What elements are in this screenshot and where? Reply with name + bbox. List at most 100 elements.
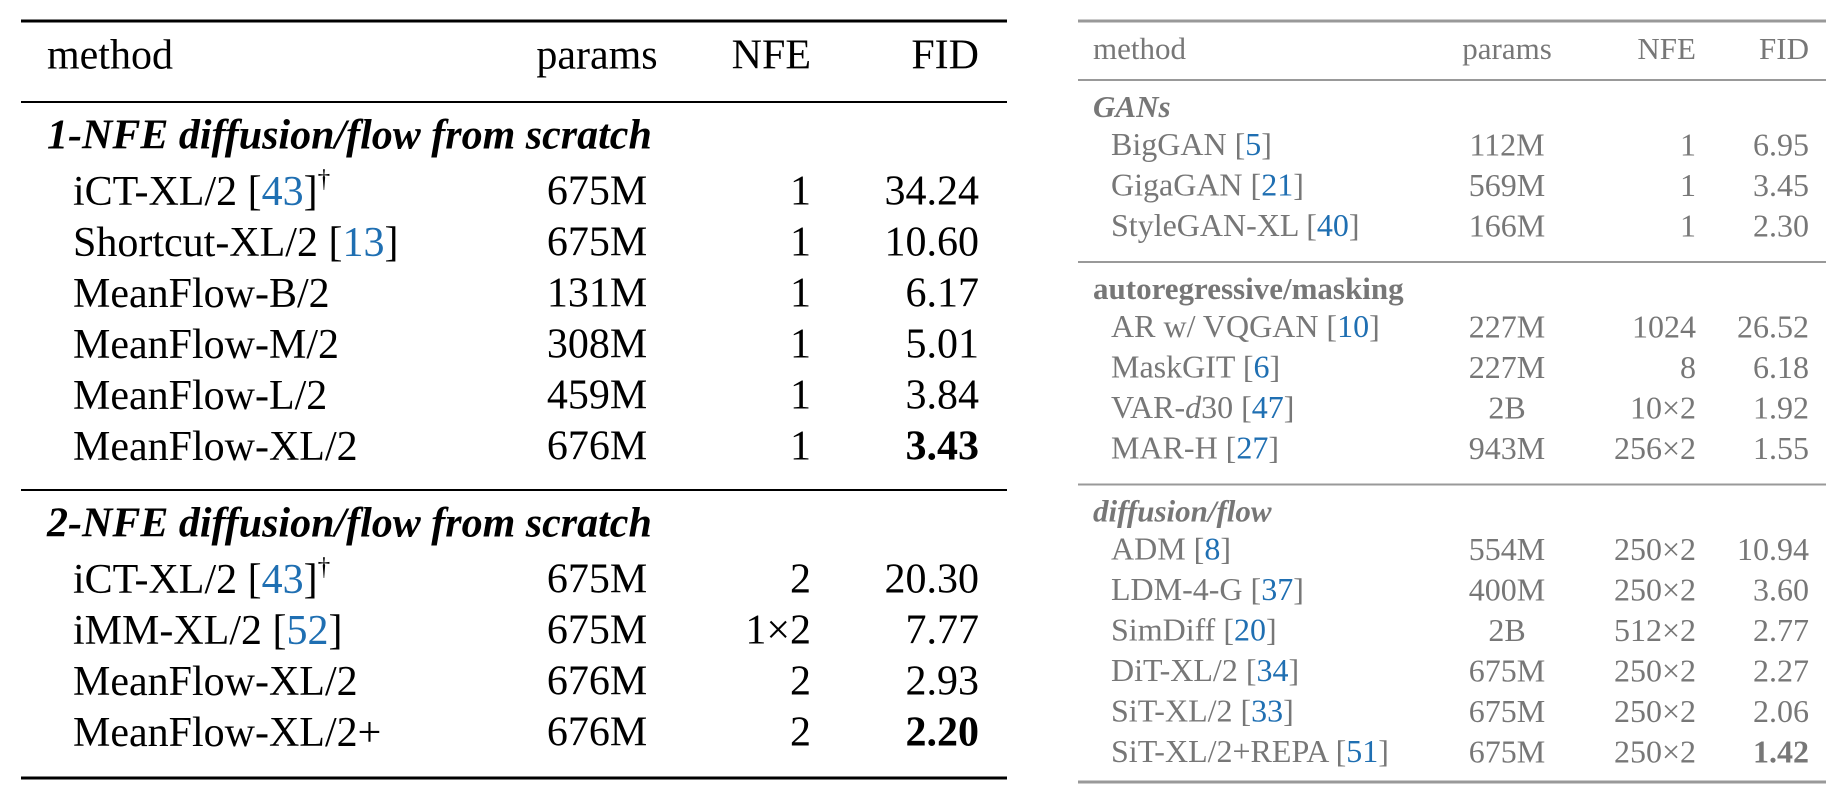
nfe: 1	[790, 373, 811, 419]
method-name: StyleGAN-XL [40]	[1111, 207, 1360, 243]
method-text: ]	[1268, 430, 1279, 466]
nfe: 2	[790, 659, 811, 705]
section-title: diffusion/flow	[1093, 494, 1272, 529]
method-text: ]	[384, 220, 398, 266]
citation: 10	[1337, 308, 1369, 344]
method-name: MeanFlow-XL/2+	[73, 710, 381, 756]
method-text: ]	[304, 169, 318, 215]
column-header: NFE	[732, 33, 811, 79]
method-text: ]	[1349, 207, 1360, 243]
method-name: VAR-d30 [47]	[1111, 389, 1294, 425]
method-text: SimDiff [	[1111, 612, 1234, 648]
fid: 2.27	[1753, 652, 1809, 688]
citation: 52	[287, 608, 329, 654]
fid: 1.92	[1753, 389, 1809, 425]
column-header: params	[1462, 31, 1552, 66]
citation: 20	[1234, 612, 1266, 648]
fid: 2.20	[906, 710, 980, 756]
citation: 34	[1256, 652, 1288, 688]
citation: 27	[1236, 430, 1268, 466]
params: 943M	[1469, 430, 1545, 466]
fid: 20.30	[885, 557, 980, 603]
fid: 26.52	[1737, 308, 1809, 344]
params: 166M	[1469, 207, 1545, 243]
section-title: 2-NFE diffusion/flow from scratch	[46, 501, 652, 547]
method-text: †	[318, 166, 331, 193]
method-name: LDM-4-G [37]	[1111, 571, 1304, 607]
method-name: Shortcut-XL/2 [13]	[73, 220, 398, 266]
fid: 3.43	[906, 424, 980, 470]
citation: 21	[1261, 167, 1293, 203]
method-text: StyleGAN-XL [	[1111, 207, 1317, 243]
nfe: 250×2	[1614, 531, 1696, 567]
method-text: ]	[1270, 349, 1281, 385]
nfe: 2	[790, 557, 811, 603]
method-name: MeanFlow-M/2	[73, 322, 339, 368]
params: 2B	[1488, 389, 1525, 425]
method-name: BigGAN [5]	[1111, 126, 1272, 162]
nfe: 1024	[1632, 308, 1696, 344]
column-header: params	[536, 33, 657, 79]
nfe: 250×2	[1614, 652, 1696, 688]
citation: 33	[1251, 693, 1283, 729]
method-text: ]	[1288, 652, 1299, 688]
method-text: †	[318, 554, 331, 581]
params: 675M	[547, 608, 647, 654]
method-text: ]	[1220, 531, 1231, 567]
fid: 34.24	[885, 169, 980, 215]
method-text: MaskGIT [	[1111, 349, 1254, 385]
fid: 6.17	[906, 271, 980, 317]
fid: 1.55	[1753, 430, 1809, 466]
column-header: method	[1093, 31, 1186, 66]
nfe: 250×2	[1614, 733, 1696, 769]
method-text: ]	[304, 557, 318, 603]
method-text: DiT-XL/2 [	[1111, 652, 1256, 688]
fid: 1.42	[1753, 733, 1809, 769]
method-name: MeanFlow-B/2	[73, 271, 330, 317]
method-name: MeanFlow-XL/2	[73, 659, 358, 705]
fid: 6.95	[1753, 126, 1809, 162]
nfe: 1	[1680, 126, 1696, 162]
nfe: 250×2	[1614, 693, 1696, 729]
method-text: iMM-XL/2 [	[73, 608, 287, 654]
nfe: 1	[1680, 207, 1696, 243]
citation: 43	[262, 169, 304, 215]
method-text: VAR-	[1111, 389, 1185, 425]
nfe: 512×2	[1614, 612, 1696, 648]
method-text: iCT-XL/2 [	[73, 557, 262, 603]
method-text: ]	[1283, 693, 1294, 729]
params: 675M	[1469, 693, 1545, 729]
citation: 13	[342, 220, 384, 266]
method-text: BigGAN [	[1111, 126, 1245, 162]
nfe: 1	[790, 322, 811, 368]
section-title: GANs	[1093, 89, 1171, 124]
nfe: 1	[790, 271, 811, 317]
method-text: 30 [	[1201, 389, 1252, 425]
params: 675M	[547, 169, 647, 215]
nfe: 1	[790, 220, 811, 266]
method-text: ]	[1266, 612, 1277, 648]
params: 569M	[1469, 167, 1545, 203]
method-text: ]	[329, 608, 343, 654]
fid: 3.45	[1753, 167, 1809, 203]
nfe: 1	[790, 424, 811, 470]
citation: 51	[1346, 733, 1378, 769]
params: 400M	[1469, 571, 1545, 607]
method-text: GigaGAN [	[1111, 167, 1261, 203]
params: 131M	[547, 271, 647, 317]
method-text: ]	[1293, 571, 1304, 607]
params: 675M	[547, 220, 647, 266]
method-text: iCT-XL/2 [	[73, 169, 262, 215]
fid: 3.84	[906, 373, 980, 419]
params: 675M	[1469, 652, 1545, 688]
method-text: MeanFlow-L/2	[73, 373, 327, 419]
method-text: ]	[1284, 389, 1295, 425]
method-text: MeanFlow-XL/2+	[73, 710, 381, 756]
params: 2B	[1488, 612, 1525, 648]
params: 308M	[547, 322, 647, 368]
citation: 40	[1317, 207, 1349, 243]
method-text: ]	[1293, 167, 1304, 203]
method-name: iCT-XL/2 [43]†	[73, 166, 330, 214]
